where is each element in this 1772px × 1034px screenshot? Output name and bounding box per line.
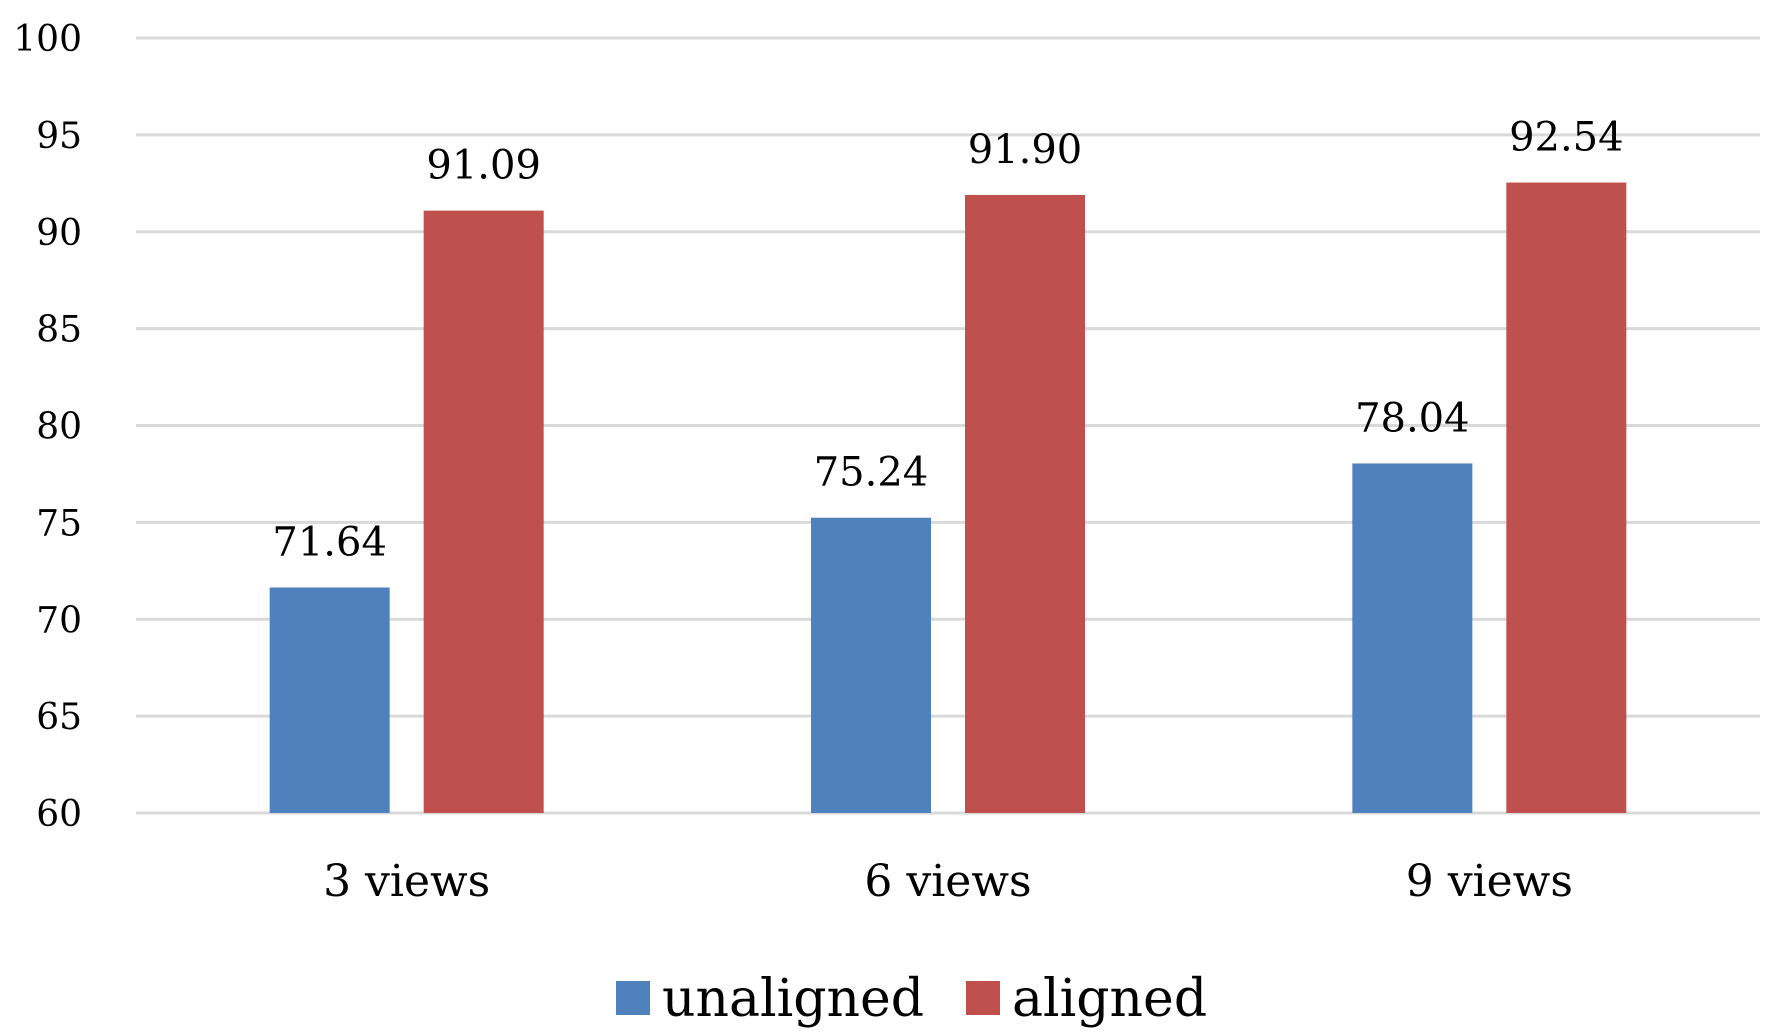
y-tick-label: 80 <box>36 407 82 448</box>
y-tick-label: 100 <box>13 19 82 60</box>
legend-label-aligned: aligned <box>1012 969 1207 1029</box>
data-label: 78.04 <box>1355 395 1470 441</box>
data-label: 75.24 <box>814 450 929 496</box>
data-label: 71.64 <box>272 519 387 565</box>
y-tick-label: 90 <box>36 213 82 254</box>
y-tick-label: 75 <box>36 503 82 544</box>
data-labels: 71.64 91.09 75.24 91.90 78.04 92.54 <box>272 115 1623 566</box>
bar-unaligned-2 <box>1352 463 1473 813</box>
bar-aligned-0 <box>423 210 544 814</box>
y-tick-label: 65 <box>36 697 82 738</box>
gridlines <box>136 36 1760 815</box>
category-label: 6 views <box>864 856 1031 907</box>
bar-aligned-1 <box>965 194 1085 813</box>
legend-swatch-unaligned <box>616 981 650 1015</box>
x-axis-categories: 3 views 6 views 9 views <box>323 856 1573 907</box>
legend-label-unaligned: unaligned <box>662 969 924 1029</box>
data-label: 92.54 <box>1509 115 1624 161</box>
y-tick-label: 60 <box>36 794 82 835</box>
bar-unaligned-1 <box>811 517 931 813</box>
category-label: 3 views <box>323 856 490 907</box>
category-label: 9 views <box>1406 856 1573 907</box>
y-tick-label: 85 <box>36 310 82 351</box>
legend: unaligned aligned <box>616 969 1207 1029</box>
y-tick-label: 70 <box>36 600 82 641</box>
bar-aligned-2 <box>1506 182 1627 814</box>
y-tick-label: 95 <box>36 116 82 157</box>
legend-swatch-aligned <box>966 981 1000 1015</box>
bar-unaligned-0 <box>269 587 390 813</box>
data-label: 91.09 <box>426 143 541 189</box>
y-axis-ticks: 60 65 70 75 80 85 90 95 100 <box>13 19 82 835</box>
data-label: 91.90 <box>968 127 1083 173</box>
bars <box>269 182 1627 814</box>
